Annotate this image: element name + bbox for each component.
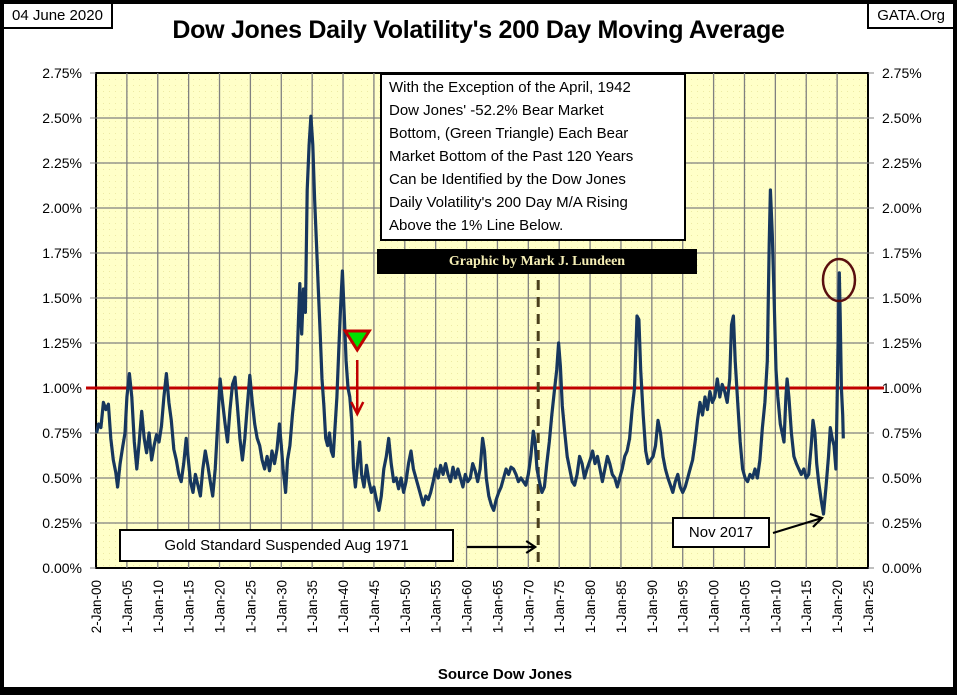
x-tick-label: 1-Jan-75 — [552, 580, 567, 633]
gold-standard-label: Gold Standard Suspended Aug 1971 — [119, 529, 454, 562]
x-tick-label: 1-Jan-90 — [645, 580, 660, 633]
x-tick-label: 1-Jan-80 — [583, 580, 598, 633]
x-tick-label: 1-Jan-40 — [336, 580, 351, 633]
note-line: With the Exception of the April, 1942 — [389, 79, 631, 96]
y-tick-label-left: 0.75% — [42, 425, 82, 441]
x-tick-label: 1-Jan-20 — [830, 580, 845, 633]
y-tick-label-left: 2.25% — [42, 155, 82, 171]
chart-title: Dow Jones Daily Volatility's 200 Day Mov… — [172, 16, 785, 44]
note-line: Dow Jones' -52.2% Bear Market — [389, 102, 604, 119]
x-tick-label: 1-Jan-00 — [707, 580, 722, 633]
arrow-head — [525, 540, 538, 554]
volatility-series-line — [95, 114, 845, 516]
y-tick-label-left: 1.25% — [42, 335, 82, 351]
note-line: Bottom, (Green Triangle) Each Bear — [389, 125, 629, 142]
x-tick-label: 1-Jan-65 — [490, 580, 505, 633]
x-tick-label: 2-Jan-00 — [89, 580, 104, 633]
y-tick-label-left: 0.25% — [42, 515, 82, 531]
x-tick-label: 1-Jan-95 — [676, 580, 691, 633]
x-tick-label: 1-Jan-10 — [151, 580, 166, 633]
y-tick-label-right: 0.25% — [882, 515, 922, 531]
y-tick-label-left: 1.00% — [42, 380, 82, 396]
x-tick-label: 1-Jan-85 — [614, 580, 629, 633]
arrow-shaft — [772, 516, 823, 535]
x-tick-label: 1-Jan-05 — [737, 580, 752, 633]
y-tick-label-left: 2.00% — [42, 200, 82, 216]
y-tick-label-right: 1.25% — [882, 335, 922, 351]
y-tick-label-right: 1.75% — [882, 245, 922, 261]
y-tick-label-right: 2.00% — [882, 200, 922, 216]
y-axis-left: 0.00% 0.25% 0.50% 0.75% 1.00% 1.25% 1.50% 1.75%… — [42, 65, 96, 576]
y-tick-label-right: 2.25% — [882, 155, 922, 171]
y-tick-label-right: 0.75% — [882, 425, 922, 441]
annotation-note: With the Exception of the April, 1942 Do… — [380, 73, 686, 241]
y-tick-label-left: 2.50% — [42, 110, 82, 126]
y-tick-label-right: 0.00% — [882, 560, 922, 576]
nov-2017-label: Nov 2017 — [672, 517, 770, 548]
y-tick-label-right: 0.50% — [882, 470, 922, 486]
arrow-head — [809, 512, 825, 528]
2020-peak-circle — [821, 257, 857, 303]
y-tick-label-left: 2.75% — [42, 65, 82, 81]
x-tick-label: 1-Jan-60 — [460, 580, 475, 633]
y-tick-label-right: 1.50% — [882, 290, 922, 306]
credit-banner: Graphic by Mark J. Lundeen — [377, 249, 697, 274]
x-tick-label: 1-Jan-15 — [182, 580, 197, 633]
note-line: Daily Volatility's 200 Day M/A Rising — [389, 194, 628, 211]
site-label: GATA.Org — [867, 4, 953, 29]
x-tick-label: 1-Jan-20 — [213, 580, 228, 633]
x-axis: 2-Jan-00 1-Jan-05 1-Jan-10 1-Jan-15 1-Jan-20… — [89, 580, 876, 633]
y-tick-label-left: 0.50% — [42, 470, 82, 486]
nov-2017-arrow-icon — [772, 512, 825, 535]
y-tick-label-left: 0.00% — [42, 560, 82, 576]
x-axis-title: Source Dow Jones — [437, 666, 573, 683]
x-tick-label: 1-Jan-25 — [861, 580, 876, 633]
note-line: Market Bottom of the Past 120 Years — [389, 148, 634, 165]
y-tick-label-right: 2.75% — [882, 65, 922, 81]
y-tick-label-left: 1.50% — [42, 290, 82, 306]
date-label: 04 June 2020 — [4, 4, 113, 29]
x-tick-label: 1-Jan-70 — [521, 580, 536, 633]
y-tick-label-right: 2.50% — [882, 110, 922, 126]
arrow-head — [350, 401, 365, 417]
y-axis-right: 0.00% 0.25% 0.50% 0.75% 1.00% 1.25% 1.50% 1.75%… — [868, 65, 922, 576]
y-tick-label-left: 1.75% — [42, 245, 82, 261]
x-tick-label: 1-Jan-55 — [429, 580, 444, 633]
note-line: Above the 1% Line Below. — [389, 217, 564, 234]
gold-standard-arrow-icon — [467, 540, 538, 554]
x-tick-label: 1-Jan-15 — [799, 580, 814, 633]
x-tick-label: 1-Jan-10 — [768, 580, 783, 633]
x-tick-label: 1-Jan-35 — [305, 580, 320, 633]
green-triangle-1942-marker — [342, 329, 372, 353]
x-tick-label: 1-Jan-25 — [243, 580, 258, 633]
x-tick-label: 1-Jan-45 — [367, 580, 382, 633]
x-tick-label: 1-Jan-30 — [274, 580, 289, 633]
y-tick-label-right: 1.00% — [882, 380, 922, 396]
x-tick-label: 1-Jan-50 — [398, 580, 413, 633]
red-down-arrow-icon — [350, 360, 365, 417]
x-tick-label: 1-Jan-05 — [120, 580, 135, 633]
note-line: Can be Identified by the Dow Jones — [389, 171, 626, 188]
